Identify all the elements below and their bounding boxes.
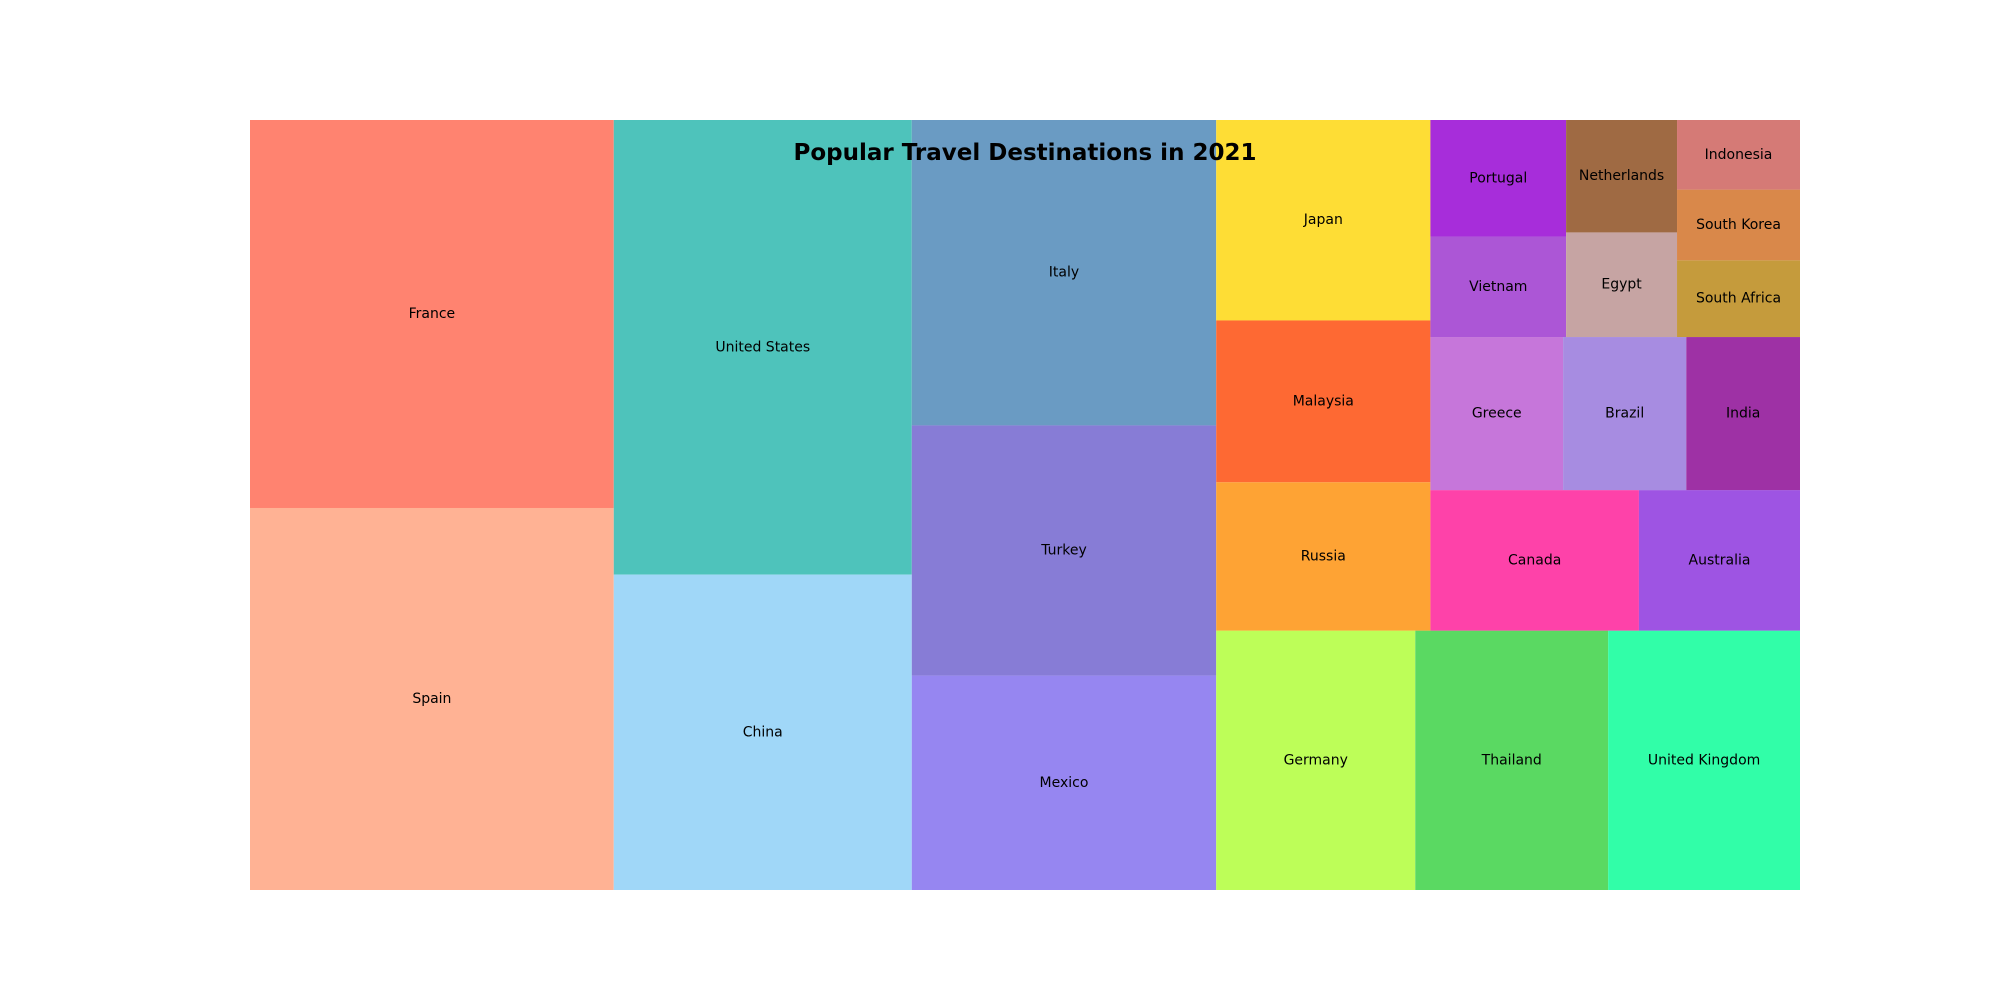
treemap-cell-brazil <box>1563 337 1687 491</box>
chart-title: Popular Travel Destinations in 2021 <box>794 140 1257 166</box>
treemap-label-indonesia: Indonesia <box>1705 147 1773 163</box>
treemap-label-south-africa: South Africa <box>1696 291 1781 307</box>
treemap-cell-spain <box>250 507 614 890</box>
treemap-cell-australia <box>1638 490 1800 631</box>
treemap-cell-thailand <box>1415 630 1609 890</box>
treemap-label-france: France <box>409 306 456 322</box>
treemap-label-australia: Australia <box>1689 552 1751 568</box>
treemap-cell-france <box>250 120 614 508</box>
treemap-cell-italy <box>911 120 1217 426</box>
treemap-cell-greece <box>1430 337 1564 491</box>
treemap-label-netherlands: Netherlands <box>1579 168 1664 184</box>
treemap-label-canada: Canada <box>1508 552 1561 568</box>
treemap-cell-russia <box>1216 482 1431 631</box>
treemap-label-united-states: United States <box>715 339 810 355</box>
treemap-label-south-korea: South Korea <box>1696 217 1781 233</box>
treemap-label-turkey: Turkey <box>1040 543 1087 559</box>
treemap-label-brazil: Brazil <box>1605 406 1644 422</box>
treemap-label-greece: Greece <box>1472 406 1522 422</box>
treemap-cell-canada <box>1430 490 1639 631</box>
treemap-label-egypt: Egypt <box>1601 277 1642 293</box>
treemap-label-mexico: Mexico <box>1040 775 1089 791</box>
treemap-cell-indonesia <box>1677 120 1800 190</box>
treemap-label-thailand: Thailand <box>1481 752 1542 768</box>
treemap-label-japan: Japan <box>1303 212 1343 228</box>
treemap-cells: France Spain United States China Italy Turkey… <box>250 120 1800 890</box>
treemap-label-russia: Russia <box>1301 548 1346 564</box>
treemap-cell-india <box>1686 337 1800 491</box>
treemap-cell-united-states <box>613 120 912 575</box>
treemap-label-germany: Germany <box>1284 752 1348 768</box>
treemap-cell-egypt <box>1566 232 1678 338</box>
treemap-cell-portugal <box>1430 120 1567 237</box>
treemap-cell-japan <box>1216 120 1431 321</box>
treemap-cell-germany <box>1216 630 1416 890</box>
treemap-cell-china <box>613 574 912 890</box>
treemap-label-portugal: Portugal <box>1469 170 1527 186</box>
treemap-cell-malaysia <box>1216 320 1431 483</box>
treemap-label-india: India <box>1726 406 1760 422</box>
treemap-label-vietnam: Vietnam <box>1469 279 1527 295</box>
treemap-label-china: China <box>743 724 783 740</box>
treemap-label-spain: Spain <box>412 691 451 707</box>
treemap-cell-south-africa <box>1677 260 1800 338</box>
treemap-cell-vietnam <box>1430 236 1567 338</box>
treemap-cell-mexico <box>911 675 1217 890</box>
treemap-label-italy: Italy <box>1049 265 1079 281</box>
treemap-cell-netherlands <box>1566 120 1678 233</box>
treemap-cell-turkey <box>911 425 1217 676</box>
treemap-label-united-kingdom: United Kingdom <box>1648 752 1760 768</box>
treemap-label-malaysia: Malaysia <box>1293 393 1354 409</box>
treemap-cell-south-korea <box>1677 189 1800 261</box>
treemap-cell-united-kingdom <box>1608 630 1800 890</box>
